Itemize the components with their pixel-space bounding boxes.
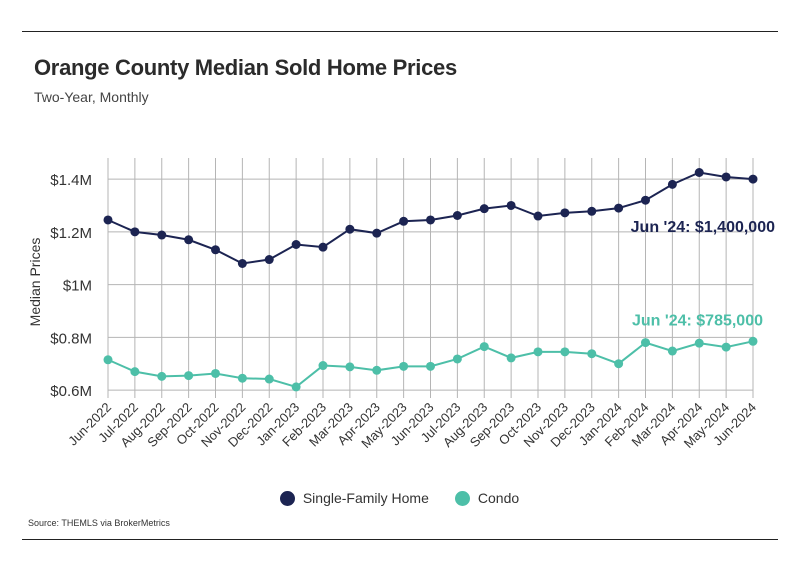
data-point-condo — [560, 347, 570, 357]
legend-swatch-single-family — [279, 490, 295, 506]
data-point-condo — [184, 371, 194, 381]
chart-title: Orange County Median Sold Home Prices — [34, 55, 457, 80]
data-point-single-family — [103, 215, 113, 225]
data-point-single-family — [426, 215, 435, 225]
legend: Single-Family Home Condo — [0, 490, 799, 506]
chart-subtitle: Two-Year, Monthly — [34, 89, 149, 105]
source-note: Source: THEMLS via BrokerMetrics — [28, 518, 170, 528]
data-point-single-family — [345, 224, 355, 234]
top-rule — [22, 31, 778, 32]
y-tick-label: $1M — [63, 278, 92, 295]
data-point-condo — [721, 342, 731, 352]
data-point-condo — [372, 365, 382, 375]
data-point-single-family — [184, 235, 194, 245]
data-point-single-family — [560, 208, 570, 218]
annotation-condo: Jun '24: $785,000 — [632, 312, 763, 329]
data-point-single-family — [157, 230, 167, 240]
data-point-single-family — [667, 179, 677, 189]
data-point-condo — [587, 349, 597, 359]
y-tick-label: $0.8M — [50, 330, 92, 347]
data-point-single-family — [641, 195, 650, 205]
data-point-single-family — [614, 203, 624, 213]
data-point-single-family — [587, 206, 597, 216]
data-point-condo — [291, 382, 301, 392]
data-point-condo — [452, 354, 462, 364]
data-point-condo — [211, 368, 220, 378]
legend-item-condo: Condo — [454, 490, 520, 506]
y-tick-label: $1.2M — [50, 225, 92, 242]
data-point-single-family — [694, 168, 704, 178]
y-tick-label: $1.4M — [50, 172, 92, 189]
data-point-condo — [694, 338, 704, 348]
data-point-condo — [157, 371, 167, 381]
data-point-condo — [318, 361, 328, 371]
data-point-condo — [506, 353, 516, 363]
legend-label-single-family: Single-Family Home — [302, 490, 429, 506]
legend-swatch-condo — [454, 490, 470, 506]
data-point-condo — [667, 346, 677, 356]
data-point-condo — [426, 361, 435, 371]
data-point-condo — [533, 347, 543, 357]
data-point-single-family — [291, 240, 301, 250]
data-point-single-family — [506, 200, 516, 210]
data-point-single-family — [264, 255, 274, 265]
data-point-single-family — [237, 258, 247, 268]
data-point-condo — [130, 367, 140, 377]
data-point-condo — [614, 359, 624, 369]
legend-label-condo: Condo — [477, 490, 520, 506]
data-point-condo — [748, 336, 758, 346]
y-tick-label: $0.6M — [50, 383, 92, 400]
annotation-single-family: Jun '24: $1,400,000 — [631, 219, 775, 236]
data-point-single-family — [372, 228, 382, 238]
data-point-single-family — [211, 245, 220, 255]
data-point-single-family — [399, 216, 409, 226]
data-point-condo — [479, 342, 489, 352]
data-point-single-family — [479, 204, 489, 214]
data-point-condo — [103, 355, 113, 365]
data-point-condo — [641, 338, 650, 348]
data-point-single-family — [721, 172, 731, 182]
data-point-condo — [399, 361, 409, 371]
bottom-rule — [22, 539, 778, 540]
y-axis-label: Median Prices — [27, 238, 43, 327]
data-point-single-family — [452, 210, 462, 220]
legend-item-single-family: Single-Family Home — [279, 490, 429, 506]
data-point-single-family — [130, 227, 140, 237]
data-point-single-family — [533, 211, 543, 221]
data-point-condo — [264, 374, 274, 384]
data-point-condo — [237, 373, 247, 383]
data-point-single-family — [748, 174, 758, 184]
data-point-single-family — [318, 242, 328, 252]
data-point-condo — [345, 362, 355, 372]
